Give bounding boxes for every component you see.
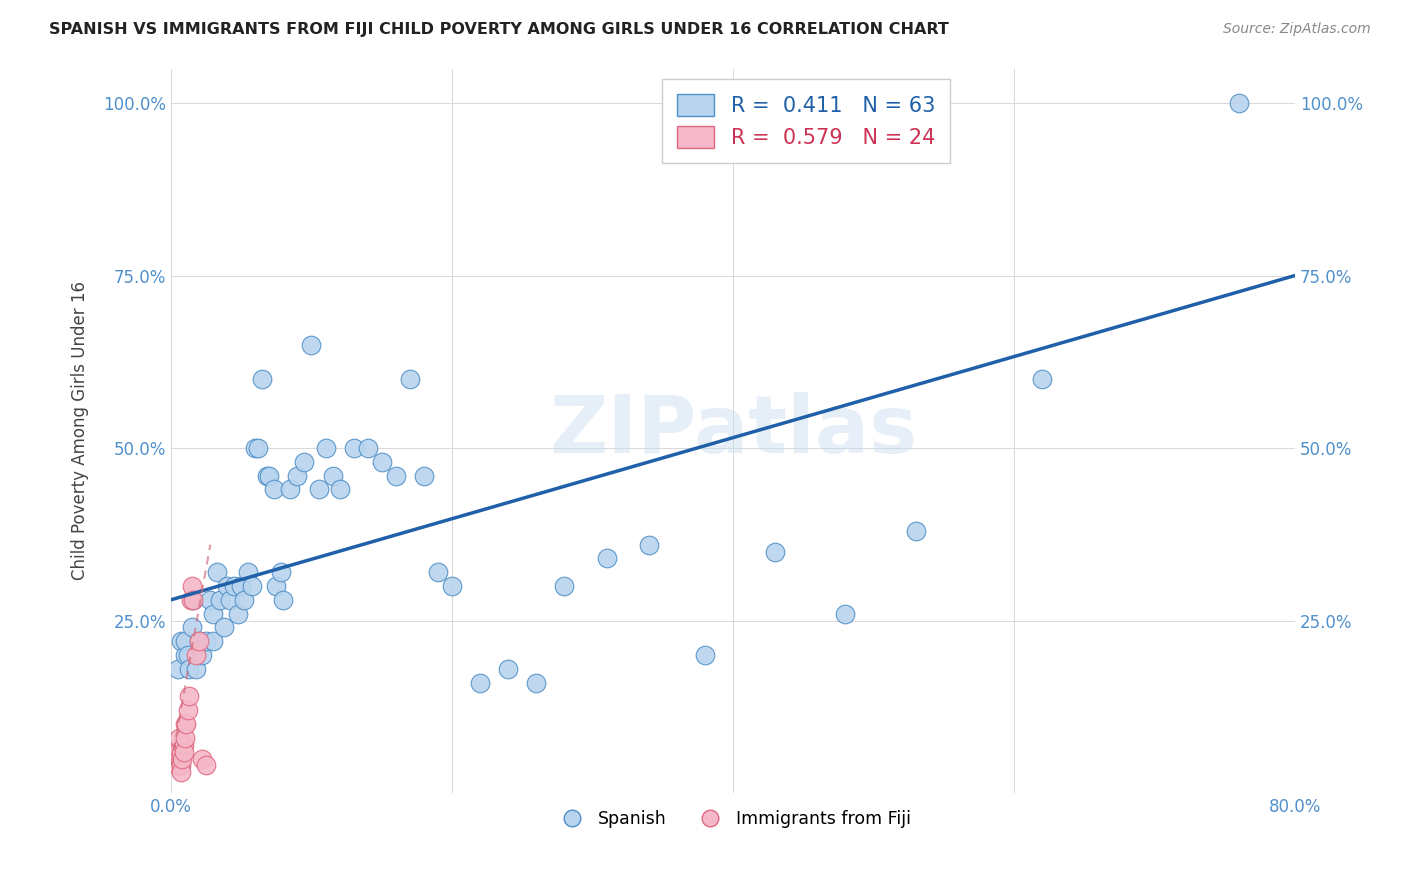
Point (177, 648, 200, 662)
Point (256, 468, 278, 483)
Point (238, 565, 260, 579)
Point (219, 592, 242, 607)
Point (202, 634, 225, 648)
Point (173, 745, 195, 759)
Point (385, 468, 408, 483)
Point (270, 565, 292, 579)
Point (179, 662, 201, 676)
Point (170, 634, 193, 648)
Point (245, 441, 267, 455)
Point (524, 675, 547, 690)
Point (693, 648, 716, 662)
Point (191, 648, 214, 662)
Point (266, 579, 288, 593)
Legend: Spanish, Immigrants from Fiji: Spanish, Immigrants from Fiji (548, 803, 918, 835)
Text: SPANISH VS IMMIGRANTS FROM FIJI CHILD POVERTY AMONG GIRLS UNDER 16 CORRELATION C: SPANISH VS IMMIGRANTS FROM FIJI CHILD PO… (49, 22, 949, 37)
Point (167, 662, 190, 676)
Point (322, 468, 344, 483)
Point (181, 620, 204, 634)
Point (188, 634, 211, 648)
Y-axis label: Child Poverty Among Girls Under 16: Child Poverty Among Girls Under 16 (72, 281, 89, 581)
Point (167, 758, 190, 772)
Point (183, 592, 205, 607)
Point (200, 592, 222, 607)
Point (207, 565, 229, 579)
Point (329, 483, 352, 497)
Text: Source: ZipAtlas.com: Source: ZipAtlas.com (1223, 22, 1371, 37)
Point (186, 648, 208, 662)
Point (763, 544, 786, 558)
Point (174, 648, 197, 662)
Point (637, 538, 659, 552)
Point (224, 579, 246, 593)
Point (165, 745, 187, 759)
Point (1031, 372, 1053, 386)
Point (259, 468, 281, 483)
Point (242, 579, 264, 593)
Point (217, 579, 239, 593)
Point (440, 579, 463, 593)
Point (167, 745, 190, 759)
Point (252, 372, 274, 386)
Point (177, 703, 200, 717)
Point (287, 468, 309, 483)
Point (468, 675, 491, 690)
Point (834, 607, 856, 621)
Point (496, 662, 519, 676)
Point (357, 441, 380, 455)
Point (233, 592, 256, 607)
Point (301, 337, 323, 351)
Point (166, 758, 188, 772)
Point (181, 579, 204, 593)
Point (195, 758, 218, 772)
Point (179, 690, 201, 704)
Point (202, 607, 225, 621)
Point (426, 565, 449, 579)
Point (169, 731, 191, 745)
Point (188, 634, 211, 648)
Point (553, 579, 575, 593)
Point (247, 441, 270, 455)
Point (170, 765, 193, 780)
Point (174, 634, 197, 648)
Point (209, 592, 232, 607)
Point (412, 468, 434, 483)
Point (231, 579, 253, 593)
Point (398, 372, 420, 386)
Point (191, 751, 214, 765)
Point (273, 592, 295, 607)
Point (180, 592, 202, 607)
Point (170, 745, 193, 759)
Point (170, 758, 193, 772)
Point (174, 731, 197, 745)
Point (214, 620, 236, 634)
Point (174, 717, 197, 731)
Point (308, 483, 330, 497)
Point (228, 607, 250, 621)
Point (343, 441, 366, 455)
Point (173, 738, 195, 752)
Point (315, 441, 337, 455)
Point (294, 455, 316, 469)
Point (595, 551, 617, 566)
Point (186, 662, 208, 676)
Point (183, 592, 205, 607)
Point (904, 524, 927, 538)
Point (169, 751, 191, 765)
Point (1227, 95, 1250, 110)
Point (280, 483, 302, 497)
Point (371, 455, 394, 469)
Point (176, 717, 198, 731)
Text: ZIPatlas: ZIPatlas (548, 392, 917, 470)
Point (195, 634, 218, 648)
Point (172, 751, 194, 765)
Point (263, 483, 285, 497)
